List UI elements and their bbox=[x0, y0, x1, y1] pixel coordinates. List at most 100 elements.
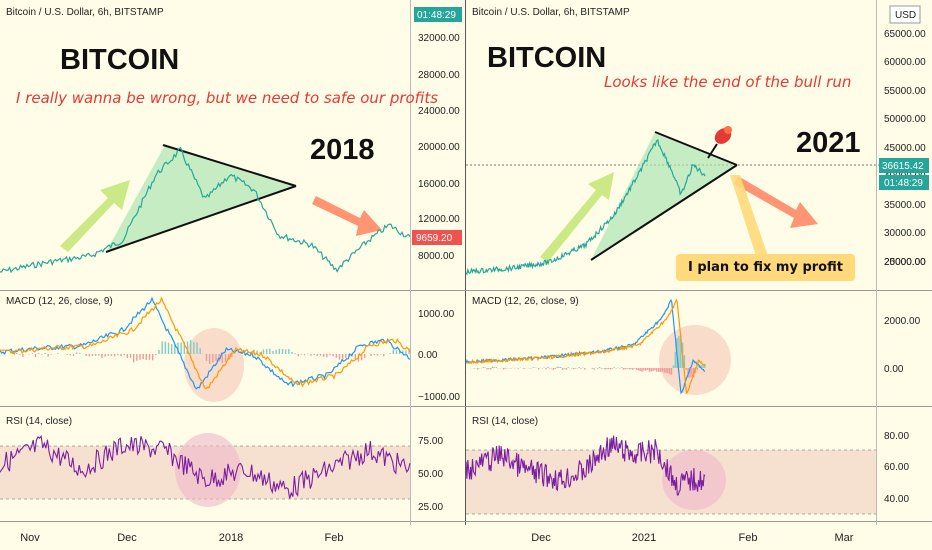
macd-histogram-bar bbox=[72, 354, 75, 356]
macd-histogram-bar bbox=[689, 368, 691, 378]
macd-histogram-bar bbox=[278, 348, 281, 354]
axis-tick-label: 24000.00 bbox=[418, 106, 460, 117]
x-tick-label: Dec bbox=[531, 532, 551, 544]
macd-histogram-bar bbox=[584, 368, 586, 370]
macd-histogram-bar bbox=[532, 367, 534, 368]
macd-histogram-bar bbox=[338, 354, 341, 360]
macd-histogram-bar bbox=[597, 368, 599, 369]
macd-histogram-bar bbox=[303, 354, 306, 356]
macd-histogram-bar bbox=[262, 349, 265, 354]
macd-histogram-bar bbox=[275, 349, 277, 354]
macd-histogram-bar bbox=[41, 354, 43, 355]
macd-histogram-bar bbox=[560, 367, 562, 368]
macd-histogram-bar bbox=[316, 354, 319, 356]
macd-histogram-bar bbox=[148, 354, 151, 360]
left-rsi-ellipse bbox=[175, 433, 241, 507]
macd-histogram-bar bbox=[648, 368, 651, 372]
right-rsi-label: RSI (14, close) bbox=[472, 416, 538, 427]
right-signal-line bbox=[466, 298, 706, 395]
macd-histogram-bar bbox=[66, 354, 68, 355]
macd-histogram-bar bbox=[161, 341, 163, 354]
macd-histogram-bar bbox=[598, 367, 601, 368]
macd-histogram-bar bbox=[558, 366, 560, 368]
axis-tick-label: 32000.00 bbox=[418, 33, 460, 44]
macd-histogram-bar bbox=[370, 354, 372, 356]
macd-histogram-bar bbox=[637, 368, 640, 371]
macd-histogram-bar bbox=[517, 368, 520, 369]
plan-callout: I plan to fix my profit bbox=[676, 254, 855, 281]
macd-histogram-bar bbox=[155, 354, 157, 356]
macd-histogram-bar bbox=[486, 368, 488, 370]
macd-histogram-bar bbox=[663, 368, 665, 373]
macd-histogram-bar bbox=[641, 368, 643, 372]
macd-histogram-bar bbox=[85, 354, 87, 356]
macd-histogram-bar bbox=[265, 348, 268, 354]
left-time-badge bbox=[414, 7, 462, 22]
macd-histogram-bar bbox=[645, 368, 647, 371]
macd-histogram-bar bbox=[580, 368, 582, 369]
axis-tick-label: 65000.00 bbox=[884, 29, 926, 40]
left-price-ticks: 32000.00 28000.00 24000.00 20000.00 16000.00… bbox=[418, 33, 460, 262]
left-signal-line bbox=[0, 296, 411, 390]
x-tick-label: Dec bbox=[117, 532, 137, 544]
macd-histogram-bar bbox=[221, 354, 224, 363]
axis-tick-label: 28000.00 bbox=[418, 70, 460, 81]
macd-histogram-bar bbox=[310, 354, 312, 356]
macd-histogram-bar bbox=[158, 349, 160, 354]
macd-histogram-bar bbox=[383, 354, 385, 357]
macd-histogram-bar bbox=[288, 349, 290, 354]
macd-histogram-bar bbox=[294, 353, 296, 354]
right-time-badge bbox=[879, 175, 929, 190]
macd-histogram-bar bbox=[615, 368, 617, 369]
macd-histogram-bar bbox=[170, 344, 173, 354]
macd-histogram-bar bbox=[674, 351, 676, 368]
x-tick-label: 2018 bbox=[219, 532, 243, 544]
macd-histogram-bar bbox=[619, 368, 621, 369]
macd-histogram-bar bbox=[18, 354, 21, 355]
macd-histogram-bar bbox=[183, 341, 186, 354]
macd-histogram-bar bbox=[672, 365, 675, 368]
macd-histogram-bar bbox=[628, 368, 630, 370]
macd-histogram-bar bbox=[639, 368, 641, 371]
right-triangle-upper bbox=[654, 131, 738, 166]
macd-histogram-bar bbox=[212, 354, 214, 363]
macd-histogram-bar bbox=[167, 342, 170, 354]
right-last-price-badge bbox=[879, 158, 929, 173]
macd-histogram-bar bbox=[493, 367, 496, 368]
macd-histogram-bar bbox=[473, 368, 475, 369]
left-last-price-badge bbox=[412, 230, 462, 245]
macd-histogram-bar bbox=[88, 354, 91, 357]
macd-histogram-bar bbox=[482, 367, 485, 368]
macd-histogram-bar bbox=[541, 368, 544, 369]
macd-histogram-bar bbox=[502, 368, 505, 370]
right-price-ticks: 65000.00 60000.00 55000.00 50000.00 45000.00… bbox=[884, 29, 926, 268]
x-tick-label: Mar bbox=[835, 532, 854, 544]
macd-histogram-bar bbox=[578, 367, 580, 368]
macd-histogram-bar bbox=[139, 354, 141, 360]
macd-histogram-bar bbox=[702, 364, 704, 368]
macd-histogram-bar bbox=[537, 368, 540, 370]
macd-histogram-bar bbox=[554, 368, 556, 370]
macd-histogram-bar bbox=[300, 354, 303, 355]
right-last-price-text: 36615.42 bbox=[882, 161, 924, 172]
right-rsi-ticks: 80.00 60.00 40.00 bbox=[884, 431, 909, 505]
macd-histogram-bar bbox=[635, 368, 638, 370]
macd-histogram-bar bbox=[322, 354, 325, 357]
macd-histogram-bar bbox=[75, 352, 78, 354]
right-chart-header: Bitcoin / U.S. Dollar, 6h, BITSTAMP bbox=[472, 7, 630, 18]
macd-histogram-bar bbox=[646, 368, 649, 370]
axis-tick-label: 20000.00 bbox=[884, 257, 926, 268]
macd-histogram-bar bbox=[360, 354, 363, 361]
axis-tick-label: 25.00 bbox=[418, 502, 443, 513]
macd-histogram-bar bbox=[193, 342, 195, 354]
macd-histogram-bar bbox=[186, 341, 189, 354]
macd-histogram-bar bbox=[269, 348, 271, 354]
axis-tick-label: 0.00 bbox=[418, 350, 438, 361]
macd-histogram-bar bbox=[177, 342, 179, 354]
right-x-ticks: Dec 2021 Feb Mar bbox=[531, 532, 854, 544]
right-callout-pointer bbox=[730, 175, 768, 256]
macd-histogram-bar bbox=[621, 367, 623, 368]
macd-histogram-bar bbox=[22, 354, 24, 357]
macd-histogram-bar bbox=[523, 368, 525, 369]
axis-tick-label: −1000.00 bbox=[418, 392, 460, 403]
